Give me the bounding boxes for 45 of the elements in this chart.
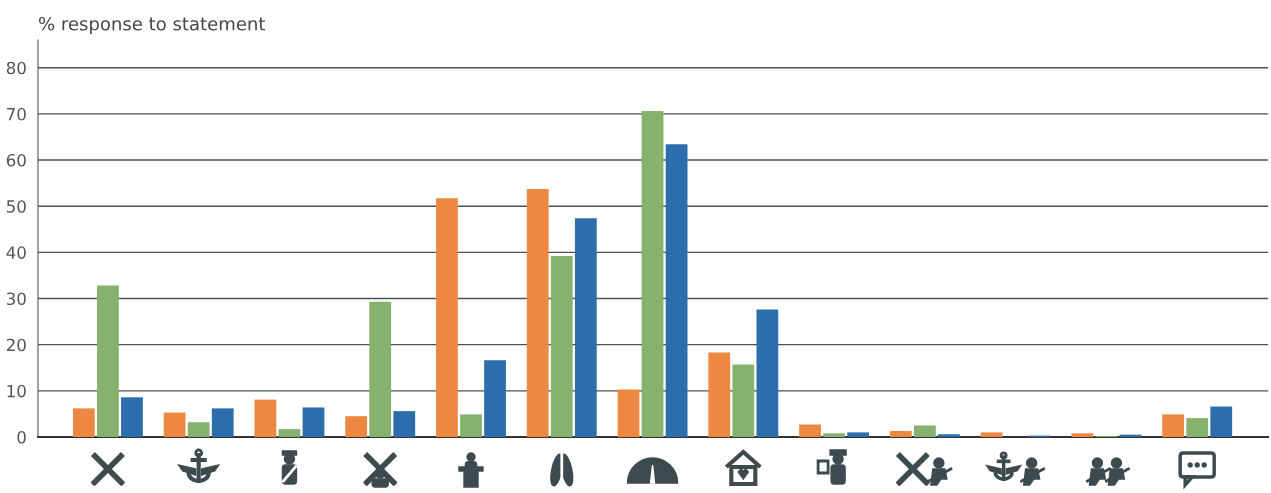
bar	[278, 429, 301, 437]
bar	[369, 301, 392, 437]
bar	[121, 397, 143, 437]
bar	[345, 416, 368, 437]
bar	[889, 431, 912, 437]
y-tick-label: 70	[7, 107, 26, 121]
y-tick-label: 10	[7, 384, 26, 398]
bar	[847, 432, 870, 437]
bar	[436, 198, 458, 437]
bar	[980, 432, 1003, 437]
y-tick-label: 30	[6, 292, 26, 306]
bar	[617, 389, 640, 437]
y-tick-label: 50	[6, 200, 26, 213]
bar	[163, 412, 186, 437]
y-tick-label: 80	[6, 61, 26, 75]
bar	[799, 424, 821, 437]
bar	[756, 309, 779, 437]
y-tick-label: 60	[6, 153, 26, 167]
bar	[254, 399, 277, 437]
bar	[550, 256, 573, 437]
bar	[913, 425, 936, 437]
bar	[393, 411, 416, 437]
y-tick-label: 0	[17, 430, 26, 444]
bar	[574, 218, 597, 437]
bar	[1186, 418, 1209, 437]
bar	[732, 364, 755, 437]
bar	[665, 144, 688, 437]
bar	[72, 408, 95, 437]
bar	[211, 408, 234, 437]
bar	[938, 434, 960, 437]
bar	[484, 360, 506, 437]
bar	[97, 285, 119, 437]
bar	[1210, 406, 1233, 437]
bar	[187, 422, 210, 437]
bar	[708, 352, 731, 437]
bar	[1162, 414, 1185, 437]
bar	[1071, 433, 1094, 437]
y-axis-title: % response to statement	[39, 16, 266, 35]
y-tick-label: 40	[6, 246, 26, 259]
bar	[823, 433, 845, 437]
bar	[302, 407, 325, 437]
bar	[641, 111, 664, 437]
bar	[526, 189, 549, 437]
bar	[460, 414, 482, 437]
y-tick-label: 20	[6, 338, 26, 352]
